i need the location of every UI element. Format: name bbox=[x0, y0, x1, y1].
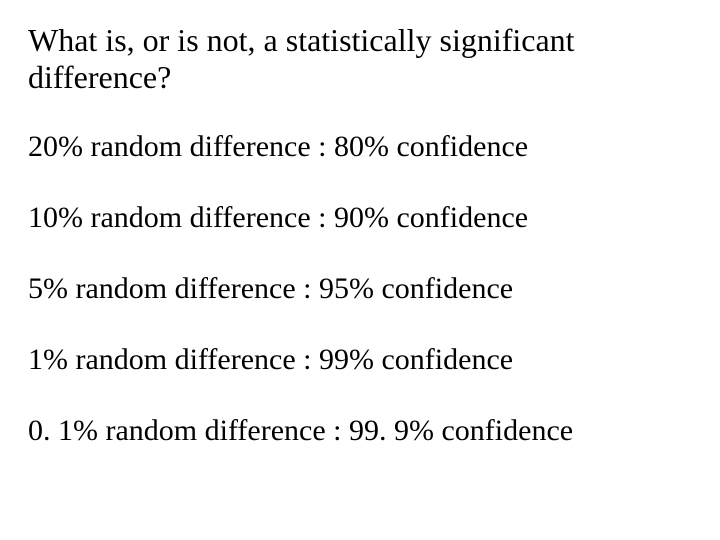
body-line-1: 20% random difference : 80% confidence bbox=[28, 130, 692, 163]
body-line-3: 5% random difference : 95% confidence bbox=[28, 272, 692, 305]
body-line-5: 0. 1% random difference : 99. 9% confide… bbox=[28, 414, 692, 447]
body-line-2: 10% random difference : 90% confidence bbox=[28, 201, 692, 234]
slide: What is, or is not, a statistically sign… bbox=[0, 0, 720, 540]
body-line-4: 1% random difference : 99% confidence bbox=[28, 343, 692, 376]
slide-title: What is, or is not, a statistically sign… bbox=[28, 22, 692, 96]
